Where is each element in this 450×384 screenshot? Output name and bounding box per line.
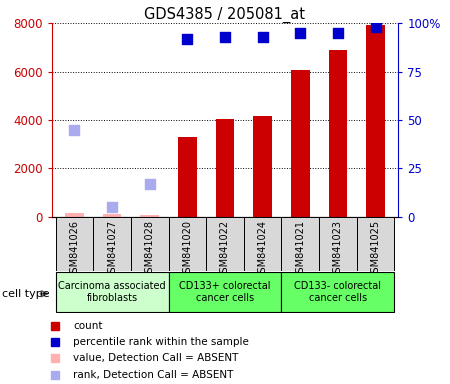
Point [334,30,342,36]
Bar [244,217,282,271]
Bar [366,25,385,217]
Bar [357,217,395,271]
Bar [291,70,310,217]
Text: rank, Detection Call = ABSENT: rank, Detection Call = ABSENT [73,370,234,380]
Bar [206,217,244,271]
Text: GSM841028: GSM841028 [144,220,155,279]
Text: CD133- colorectal
cancer cells: CD133- colorectal cancer cells [294,281,382,303]
Bar [328,50,347,217]
Text: count: count [73,321,103,331]
Text: GSM841020: GSM841020 [182,220,192,279]
Bar [93,217,131,271]
Point [259,33,266,40]
Bar [168,271,282,312]
Text: GSM841023: GSM841023 [333,220,343,279]
Text: cell type: cell type [2,289,50,299]
Bar [65,214,84,217]
Bar [178,137,197,217]
Text: value, Detection Call = ABSENT: value, Detection Call = ABSENT [73,353,238,363]
Point [71,127,78,133]
Text: GSM841022: GSM841022 [220,220,230,279]
Bar [282,271,395,312]
Text: GSM841021: GSM841021 [295,220,306,279]
Bar [55,217,93,271]
Text: percentile rank within the sample: percentile rank within the sample [73,337,249,347]
Point [372,24,379,30]
Point [108,204,116,210]
Point [184,35,191,41]
Text: GSM841027: GSM841027 [107,220,117,279]
Bar [103,214,122,217]
Bar [319,217,357,271]
Bar [168,217,206,271]
Bar [131,217,168,271]
Text: CD133+ colorectal
cancer cells: CD133+ colorectal cancer cells [179,281,271,303]
Point [221,33,229,40]
Text: GSM841024: GSM841024 [258,220,268,279]
Point [297,30,304,36]
Bar [140,215,159,217]
Text: GSM841026: GSM841026 [69,220,79,279]
Text: GSM841025: GSM841025 [371,220,381,279]
Point [146,181,153,187]
Bar [216,119,234,217]
Text: Carcinoma associated
fibroblasts: Carcinoma associated fibroblasts [58,281,166,303]
Bar [282,217,319,271]
Bar [253,116,272,217]
Title: GDS4385 / 205081_at: GDS4385 / 205081_at [144,7,306,23]
Bar [55,271,168,312]
